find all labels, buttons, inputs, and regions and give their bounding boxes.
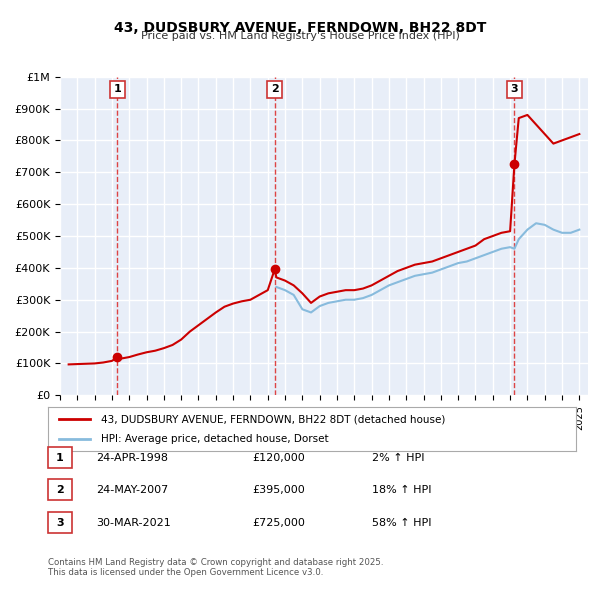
Text: 58% ↑ HPI: 58% ↑ HPI — [372, 518, 431, 527]
Text: £120,000: £120,000 — [252, 453, 305, 463]
Text: HPI: Average price, detached house, Dorset: HPI: Average price, detached house, Dors… — [101, 434, 328, 444]
Text: 3: 3 — [511, 84, 518, 94]
Text: 43, DUDSBURY AVENUE, FERNDOWN, BH22 8DT: 43, DUDSBURY AVENUE, FERNDOWN, BH22 8DT — [114, 21, 486, 35]
Text: Price paid vs. HM Land Registry's House Price Index (HPI): Price paid vs. HM Land Registry's House … — [140, 31, 460, 41]
Text: 1: 1 — [113, 84, 121, 94]
Text: £395,000: £395,000 — [252, 486, 305, 495]
Text: 24-APR-1998: 24-APR-1998 — [96, 453, 168, 463]
Text: 3: 3 — [56, 518, 64, 527]
Text: 30-MAR-2021: 30-MAR-2021 — [96, 518, 171, 527]
Text: 43, DUDSBURY AVENUE, FERNDOWN, BH22 8DT (detached house): 43, DUDSBURY AVENUE, FERNDOWN, BH22 8DT … — [101, 415, 445, 424]
Text: 24-MAY-2007: 24-MAY-2007 — [96, 486, 168, 495]
Text: 2% ↑ HPI: 2% ↑ HPI — [372, 453, 425, 463]
Text: 18% ↑ HPI: 18% ↑ HPI — [372, 486, 431, 495]
Text: 2: 2 — [271, 84, 278, 94]
Text: Contains HM Land Registry data © Crown copyright and database right 2025.
This d: Contains HM Land Registry data © Crown c… — [48, 558, 383, 577]
Text: 1: 1 — [56, 453, 64, 463]
Text: 2: 2 — [56, 486, 64, 495]
Text: £725,000: £725,000 — [252, 518, 305, 527]
